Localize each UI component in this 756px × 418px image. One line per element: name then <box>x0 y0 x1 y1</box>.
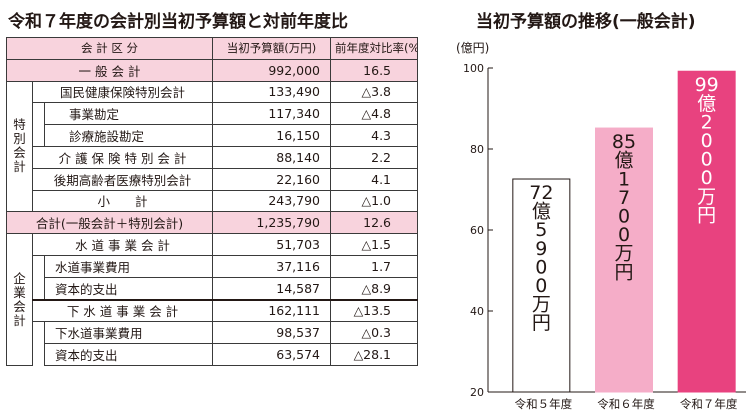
group-label-special: 特別会計 <box>6 80 33 213</box>
row-rate: 12.6 <box>330 211 419 235</box>
table-row: 下 水 道 事 業 会 計 162,111 △13.5 <box>7 298 419 323</box>
row-label: 事業勘定 <box>43 102 214 126</box>
row-label: 診療施設勘定 <box>43 124 214 147</box>
row-label: 後期高齢者医療特別会計 <box>31 167 214 191</box>
row-amount: 1,235,790 <box>212 211 332 235</box>
row-rate: △3.8 <box>330 80 419 104</box>
row-amount: 98,537 <box>212 321 332 345</box>
row-label: 下水道事業費用 <box>43 321 214 345</box>
row-amount: 992,000 <box>212 58 332 82</box>
row-rate: △0.3 <box>330 321 419 345</box>
y-tick-label: 60 <box>470 224 484 237</box>
row-amount: 14,587 <box>212 276 332 301</box>
row-rate: △28.1 <box>330 343 419 366</box>
table-title: 令和７年度の会計別当初予算額と対前年度比 <box>8 12 348 32</box>
row-label: 一 般 会 計 <box>5 58 214 82</box>
row-rate: 16.5 <box>330 58 419 82</box>
table-row: 小 計 243,790 △1.0 <box>7 189 419 213</box>
row-amount: 243,790 <box>212 189 332 213</box>
row-amount: 16,150 <box>212 124 332 147</box>
row-amount: 88,140 <box>212 145 332 169</box>
table-row: 資本的支出 14,587 △8.9 <box>7 276 419 301</box>
y-tick-label: 100 <box>463 62 484 75</box>
table-row: 合計(一般会計＋特別会計) 1,235,790 12.6 <box>5 211 419 235</box>
x-tick-label: 令和５年度 <box>515 397 573 411</box>
table-row: 下水道事業費用 98,537 △0.3 <box>7 321 419 366</box>
y-tick-label: 40 <box>470 305 484 318</box>
row-label: 合計(一般会計＋特別会計) <box>5 211 214 235</box>
row-label: 小 計 <box>31 189 214 213</box>
group-label-enterprise: 企業会計 <box>6 233 33 366</box>
bar <box>512 178 571 393</box>
row-label: 水 道 事 業 会 計 <box>31 233 214 256</box>
x-tick-label: 令和７年度 <box>680 397 738 411</box>
row-amount: 51,703 <box>212 233 332 256</box>
x-tick-label: 令和６年度 <box>597 397 655 411</box>
bar <box>677 70 736 393</box>
header-rate: 前年度対比率(%) <box>330 37 419 60</box>
row-rate: 4.1 <box>330 167 419 191</box>
row-label: 下 水 道 事 業 会 計 <box>31 298 214 323</box>
y-tick-label: 80 <box>470 143 484 156</box>
row-rate: △8.9 <box>330 276 419 301</box>
row-rate: △13.5 <box>330 298 419 323</box>
row-rate: 1.7 <box>330 254 419 278</box>
row-amount: 162,111 <box>212 298 332 323</box>
row-amount: 22,160 <box>212 167 332 191</box>
table-row: 一 般 会 計 992,000 16.5 <box>5 58 419 82</box>
row-amount: 37,116 <box>212 254 332 278</box>
row-rate: △1.5 <box>330 233 419 256</box>
table-row: 事業勘定 117,340 △4.8 <box>7 102 419 147</box>
table-row: 企業会計 水 道 事 業 会 計 51,703 △1.5 <box>6 233 419 366</box>
budget-table: 会 計 区 分 当初予算額(万円) 前年度対比率(%) 一 般 会 計 992,… <box>5 37 419 366</box>
table-row: 後期高齢者医療特別会計 22,160 4.1 <box>7 167 419 191</box>
row-rate: △4.8 <box>330 102 419 126</box>
table-row: 水道事業費用 37,116 1.7 <box>7 254 419 300</box>
row-label: 資本的支出 <box>43 276 214 301</box>
table-row: 診療施設勘定 16,150 4.3 <box>7 124 419 147</box>
table-row: 特別会計 国民健康保険特別会計 133,490 △3.8 <box>6 80 419 213</box>
header-amount: 当初予算額(万円) <box>212 37 332 60</box>
bar-value-label: 85 億 1 7 0 0 万円 <box>612 131 636 283</box>
row-rate: △1.0 <box>330 189 419 213</box>
row-amount: 117,340 <box>212 102 332 126</box>
y-axis-label: (億円) <box>456 41 489 55</box>
row-rate: 4.3 <box>330 124 419 147</box>
row-label: 国民健康保険特別会計 <box>31 80 214 104</box>
row-label: 水道事業費用 <box>43 254 214 278</box>
chart-title: 当初予算額の推移(一般会計) <box>476 12 696 32</box>
header-category: 会 計 区 分 <box>5 37 214 60</box>
bar <box>595 127 653 393</box>
bar-value-label: 99 億 2 0 0 0 万円 <box>695 74 719 226</box>
table-row: 介 護 保 険 特 別 会 計 88,140 2.2 <box>7 145 419 169</box>
row-rate: 2.2 <box>330 145 419 169</box>
table-row: 資本的支出 63,574 △28.1 <box>7 343 419 366</box>
y-tick-label: 20 <box>470 386 484 399</box>
row-amount: 63,574 <box>212 343 332 366</box>
bar-value-label: 72 億 5 9 0 0 万円 <box>529 182 553 334</box>
row-amount: 133,490 <box>212 80 332 104</box>
row-label: 資本的支出 <box>43 343 214 366</box>
row-label: 介 護 保 険 特 別 会 計 <box>31 145 214 169</box>
